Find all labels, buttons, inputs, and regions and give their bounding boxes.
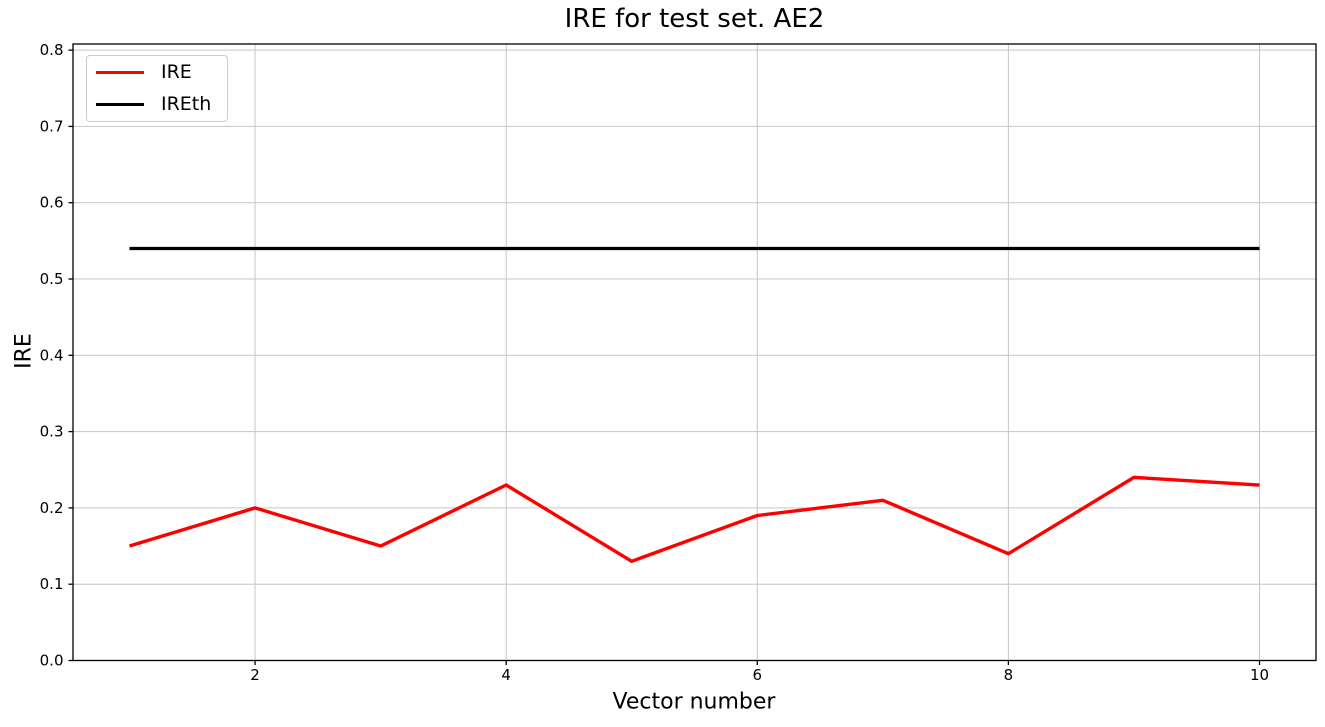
legend-item-ire: IRE xyxy=(96,61,217,85)
y-tick-label: 0.2 xyxy=(40,499,64,517)
legend-item-ireth: IREth xyxy=(96,93,217,117)
y-tick-label: 0.0 xyxy=(40,652,64,670)
y-tick-label: 0.3 xyxy=(40,423,64,441)
plot-border xyxy=(72,43,1317,662)
y-tick-label: 0.4 xyxy=(40,346,64,364)
x-tick-label: 8 xyxy=(1004,666,1014,684)
y-tick-label: 0.8 xyxy=(40,41,64,59)
x-tick-label: 2 xyxy=(250,666,260,684)
y-tick-label: 0.1 xyxy=(40,575,64,593)
x-tick-label: 4 xyxy=(501,666,511,684)
y-axis-label: IRE xyxy=(11,333,37,369)
x-axis-label: Vector number xyxy=(612,689,776,715)
x-tick-label: 10 xyxy=(1250,666,1269,684)
series-line-ire xyxy=(129,475,1260,564)
legend-label-ireth: IREth xyxy=(161,93,212,115)
legend-label-ire: IRE xyxy=(161,61,192,83)
y-tick-label: 0.5 xyxy=(40,270,64,288)
chart-title: IRE for test set. AE2 xyxy=(564,4,825,34)
y-tick-label: 0.7 xyxy=(40,117,64,135)
legend-line-sample-ireth xyxy=(96,102,144,107)
legend-box: IRE IREth xyxy=(86,55,228,122)
x-tick-label: 6 xyxy=(753,666,763,684)
y-tick-label: 0.6 xyxy=(40,194,64,212)
legend-line-sample-ire xyxy=(96,70,144,75)
